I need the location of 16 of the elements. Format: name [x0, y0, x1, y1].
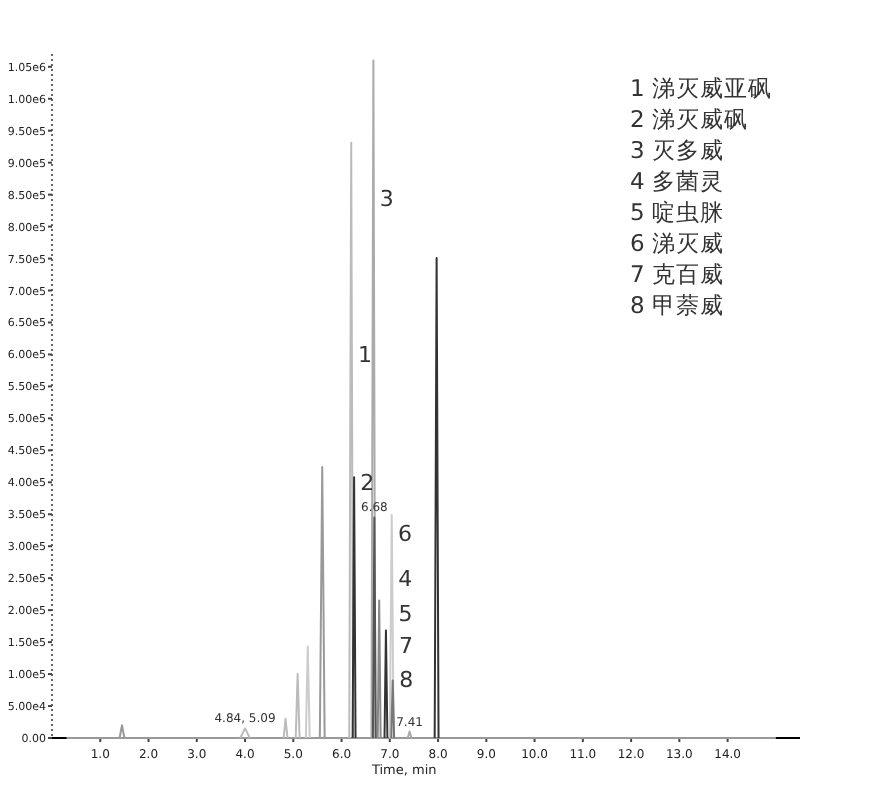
annotation: 8 甲萘威 [630, 291, 724, 319]
annotation: 1 [357, 342, 372, 369]
annotation: 6 [397, 521, 412, 548]
annotation: 1 涕灭威亚砜 [630, 74, 772, 102]
annotation: 2 [360, 470, 375, 497]
annotation: 4 多菌灵 [630, 167, 724, 195]
annotation: 7 [398, 633, 413, 660]
annotation: 8 [399, 666, 414, 693]
annotation: 5 [398, 601, 413, 628]
annotation: 4 [398, 566, 413, 593]
annotation: 6 涕灭威 [630, 229, 724, 257]
annotation: 3 灭多威 [630, 136, 724, 164]
annotation: 7 克百威 [630, 260, 724, 288]
annotation: 2 涕灭威砜 [630, 105, 748, 133]
annotation: 3 [379, 185, 394, 212]
annotation: 5 啶虫脒 [630, 198, 724, 226]
